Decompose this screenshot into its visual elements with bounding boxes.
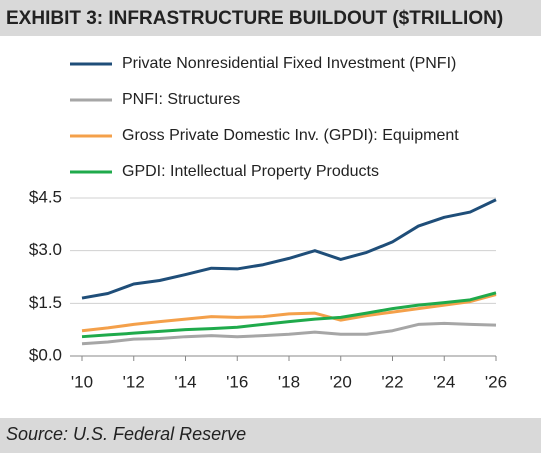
x-tick-label: '12 [123,372,145,391]
x-tick-label: '10 [71,372,93,391]
x-tick-label: '16 [226,372,248,391]
legend-label: GPDI: Intellectual Property Products [122,163,379,180]
footer-band [0,418,541,453]
legend-label: Gross Private Domestic Inv. (GPDI): Equi… [122,127,459,144]
x-tick-label: '14 [174,372,196,391]
header-band [0,0,541,36]
y-tick-label: $3.0 [29,240,62,259]
y-tick-label: $1.5 [29,293,62,312]
chart-title: EXHIBIT 3: INFRASTRUCTURE BUILDOUT ($TRI… [6,8,503,29]
y-tick-label: $4.5 [29,187,62,206]
legend-label: PNFI: Structures [122,91,240,108]
x-tick-label: '20 [330,372,352,391]
y-tick-label: $0.0 [29,345,62,364]
x-tick-label: '26 [485,372,507,391]
x-tick-label: '22 [381,372,403,391]
source-note: Source: U.S. Federal Reserve [6,424,246,444]
series-line [81,198,497,300]
legend-label: Private Nonresidential Fixed Investment … [122,55,456,72]
series-line [81,321,497,346]
x-tick-label: '18 [278,372,300,391]
x-tick-label: '24 [433,372,455,391]
series-line [81,293,497,333]
series-line [81,291,497,339]
